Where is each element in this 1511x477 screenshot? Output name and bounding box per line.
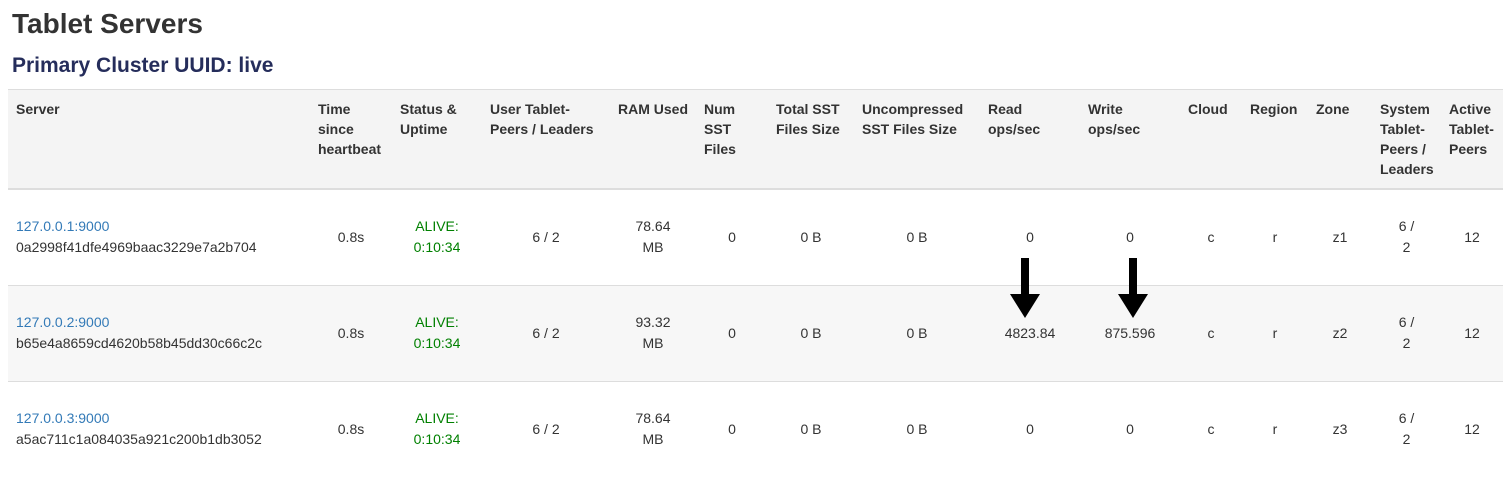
num-sst-files-cell: 0 bbox=[696, 188, 768, 285]
tablet-servers-table: Server Time since heartbeat Status & Upt… bbox=[8, 89, 1503, 477]
column-header-ram-used: RAM Used bbox=[610, 89, 696, 190]
region-cell: r bbox=[1242, 380, 1308, 477]
cloud-cell: c bbox=[1180, 284, 1242, 381]
column-header-zone: Zone bbox=[1308, 89, 1372, 190]
server-address-link[interactable]: 127.0.0.2:9000 bbox=[16, 314, 110, 330]
region-cell: r bbox=[1242, 188, 1308, 285]
active-tablet-peers-cell: 12 bbox=[1441, 188, 1503, 285]
column-header-num-sst-files: Num SST Files bbox=[696, 89, 768, 190]
total-sst-files-size-cell: 0 B bbox=[768, 284, 854, 381]
column-header-user-tablet-peers: User Tablet-Peers / Leaders bbox=[482, 89, 610, 190]
column-header-status-uptime: Status & Uptime bbox=[392, 89, 482, 190]
region-cell: r bbox=[1242, 284, 1308, 381]
write-ops-cell: 0 bbox=[1080, 380, 1180, 477]
heartbeat-cell: 0.8s bbox=[310, 284, 392, 381]
column-header-active-tablet-peers: Active Tablet-Peers bbox=[1441, 89, 1503, 190]
column-header-uncompressed-sst-files-size: Uncompressed SST Files Size bbox=[854, 89, 980, 190]
table-header-row: Server Time since heartbeat Status & Upt… bbox=[8, 89, 1503, 190]
write-ops-cell: 875.596 bbox=[1080, 284, 1180, 381]
ram-used-cell: 93.32 MB bbox=[610, 284, 696, 381]
uncompressed-sst-files-size-cell: 0 B bbox=[854, 284, 980, 381]
write-ops-cell: 0 bbox=[1080, 188, 1180, 285]
server-uuid-text: 0a2998f41dfe4969baac3229e7a2b704 bbox=[16, 239, 257, 256]
uncompressed-sst-files-size-cell: 0 B bbox=[854, 380, 980, 477]
column-header-cloud: Cloud bbox=[1180, 89, 1242, 190]
column-header-write-ops: Write ops/sec bbox=[1080, 89, 1180, 190]
table-row: 127.0.0.3:9000 a5ac711c1a084035a921c200b… bbox=[8, 380, 1503, 477]
user-tablet-peers-cell: 6 / 2 bbox=[482, 188, 610, 285]
user-tablet-peers-cell: 6 / 2 bbox=[482, 380, 610, 477]
server-cell: 127.0.0.1:9000 0a2998f41dfe4969baac3229e… bbox=[8, 188, 310, 285]
server-uuid-text: b65e4a8659cd4620b58b45dd30c66c2c bbox=[16, 335, 263, 351]
read-ops-cell: 4823.84 bbox=[980, 284, 1080, 381]
server-address-link[interactable]: 127.0.0.3:9000 bbox=[16, 410, 110, 427]
table-row: 127.0.0.1:9000 0a2998f41dfe4969baac3229e… bbox=[8, 188, 1503, 285]
ram-used-cell: 78.64 MB bbox=[610, 188, 696, 285]
system-tablet-peers-cell: 6 / 2 bbox=[1372, 284, 1441, 381]
server-cell: 127.0.0.3:9000 a5ac711c1a084035a921c200b… bbox=[8, 380, 310, 477]
uncompressed-sst-files-size-cell: 0 B bbox=[854, 188, 980, 285]
total-sst-files-size-cell: 0 B bbox=[768, 380, 854, 477]
zone-cell: z2 bbox=[1308, 284, 1372, 381]
column-header-read-ops: Read ops/sec bbox=[980, 89, 1080, 190]
page-title: Tablet Servers bbox=[12, 8, 203, 39]
primary-cluster-uuid-heading: Primary Cluster UUID: live bbox=[12, 54, 274, 77]
read-ops-cell: 0 bbox=[980, 380, 1080, 477]
num-sst-files-cell: 0 bbox=[696, 380, 768, 477]
column-header-system-tablet-peers: System Tablet-Peers / Leaders bbox=[1372, 89, 1441, 190]
read-ops-cell: 0 bbox=[980, 188, 1080, 285]
zone-cell: z3 bbox=[1308, 380, 1372, 477]
system-tablet-peers-cell: 6 / 2 bbox=[1372, 188, 1441, 285]
tablet-servers-page: Tablet Servers Primary Cluster UUID: liv… bbox=[0, 8, 1511, 477]
status-uptime-cell: ALIVE: 0:10:34 bbox=[392, 380, 482, 477]
total-sst-files-size-cell: 0 B bbox=[768, 188, 854, 285]
cloud-cell: c bbox=[1180, 380, 1242, 477]
cloud-cell: c bbox=[1180, 188, 1242, 285]
column-header-server: Server bbox=[8, 89, 310, 190]
status-uptime-cell: ALIVE: 0:10:34 bbox=[392, 284, 482, 381]
num-sst-files-cell: 0 bbox=[696, 284, 768, 381]
active-tablet-peers-cell: 12 bbox=[1441, 380, 1503, 477]
heartbeat-cell: 0.8s bbox=[310, 188, 392, 285]
column-header-total-sst-files-size: Total SST Files Size bbox=[768, 89, 854, 190]
server-cell: 127.0.0.2:9000 b65e4a8659cd4620b58b45dd3… bbox=[8, 284, 310, 381]
server-uuid-text: a5ac711c1a084035a921c200b1db3052 bbox=[16, 431, 262, 448]
status-uptime-cell: ALIVE: 0:10:34 bbox=[392, 188, 482, 285]
heartbeat-cell: 0.8s bbox=[310, 380, 392, 477]
system-tablet-peers-cell: 6 / 2 bbox=[1372, 380, 1441, 477]
table-row: 127.0.0.2:9000 b65e4a8659cd4620b58b45dd3… bbox=[8, 284, 1503, 381]
column-header-region: Region bbox=[1242, 89, 1308, 190]
active-tablet-peers-cell: 12 bbox=[1441, 284, 1503, 381]
zone-cell: z1 bbox=[1308, 188, 1372, 285]
user-tablet-peers-cell: 6 / 2 bbox=[482, 284, 610, 381]
server-address-link[interactable]: 127.0.0.1:9000 bbox=[16, 218, 110, 235]
ram-used-cell: 78.64 MB bbox=[610, 380, 696, 477]
column-header-time-since-heartbeat: Time since heartbeat bbox=[310, 89, 392, 190]
